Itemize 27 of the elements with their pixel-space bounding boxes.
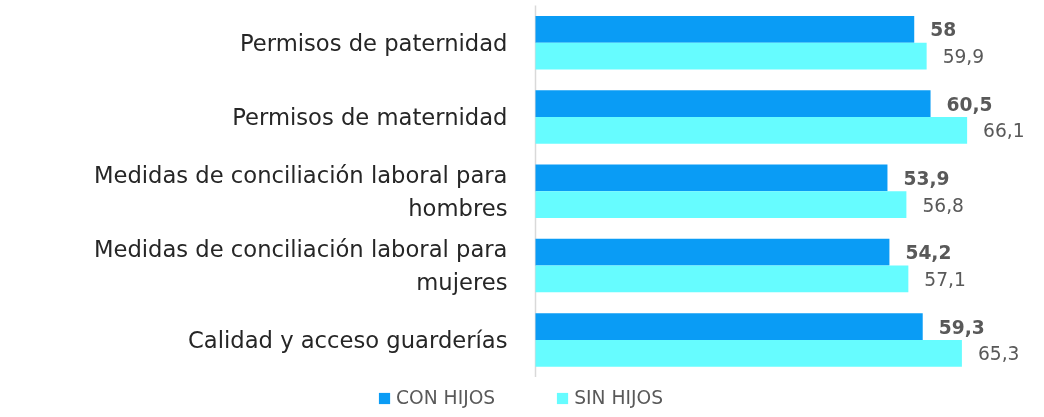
- y-tick-label: Medidas de conciliación laboral para mujeres: [93, 236, 508, 295]
- y-tick-label: Calidad y acceso guarderías: [187, 326, 508, 353]
- bar: [535, 164, 888, 192]
- bar: [535, 42, 927, 70]
- data-label: 59,9: [942, 46, 985, 68]
- bar: [535, 265, 909, 293]
- y-tick-label: Permisos de paternidad: [239, 29, 508, 56]
- data-label: 66,1: [983, 120, 1025, 142]
- data-label: 57,1: [924, 268, 966, 290]
- bar: [535, 15, 915, 43]
- bar: [535, 191, 907, 219]
- data-label: 53,9: [903, 167, 950, 189]
- bar: [535, 90, 931, 117]
- legend-label: SIN HIJOS: [574, 387, 663, 408]
- bar: [535, 313, 923, 340]
- data-label: 59,3: [938, 316, 985, 338]
- bar: [535, 238, 890, 266]
- data-label: 54,2: [905, 242, 952, 264]
- data-label: 60,5: [946, 93, 993, 115]
- legend-label: CON HIJOS: [396, 387, 496, 408]
- data-label: 65,3: [977, 343, 1020, 365]
- bar: [535, 116, 968, 144]
- y-tick-label: Medidas de conciliación laboral para hombres: [93, 162, 508, 221]
- y-tick-label: Permisos de maternidad: [232, 103, 508, 130]
- data-label: 58: [930, 19, 957, 41]
- bar: [535, 339, 962, 367]
- data-label: 56,8: [922, 194, 964, 216]
